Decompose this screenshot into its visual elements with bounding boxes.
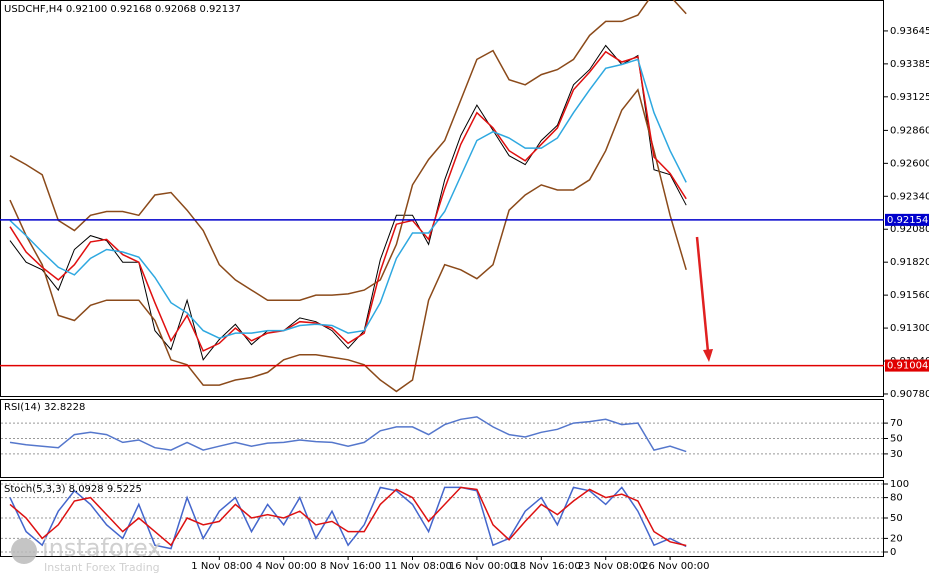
series-line	[9, 44, 687, 361]
series-group	[9, 0, 687, 393]
y-tick-label: 50	[890, 513, 903, 524]
series-line	[9, 486, 687, 547]
series-line	[9, 58, 687, 340]
series-line	[9, 50, 687, 352]
y-tick-label: 0.91300	[890, 323, 929, 334]
x-tick-label: 26 Nov 00:00	[642, 561, 709, 572]
stoch-panel	[0, 480, 884, 557]
watermark-slogan: Instant Forex Trading	[44, 561, 160, 574]
level-label-box	[885, 213, 929, 226]
level-label: 0.92154	[887, 215, 928, 226]
y-tick-label: 0.92340	[890, 191, 929, 202]
y-tick-label: 0.90780	[890, 389, 929, 400]
x-tick-label: 23 Nov 08:00	[578, 561, 645, 572]
level-label: 0.91004	[887, 361, 928, 372]
y-tick-label: 20	[890, 533, 903, 544]
x-tick-label: 11 Nov 08:00	[385, 561, 452, 572]
series-line	[9, 0, 687, 301]
y-tick-label: 80	[890, 493, 903, 504]
level-label-box	[885, 359, 929, 372]
y-tick-label: 100	[890, 479, 909, 490]
main-panel	[0, 0, 884, 397]
series-line	[9, 416, 687, 453]
rsi-panel	[0, 399, 884, 478]
y-tick-label: 30	[890, 449, 903, 460]
logo	[11, 538, 37, 564]
y-tick-label: 50	[890, 434, 903, 445]
arrow-head	[703, 349, 713, 362]
chart-title: USDCHF,H4 0.92100 0.92168 0.92068 0.9213…	[4, 4, 241, 15]
y-tick-label: 70	[890, 418, 903, 429]
x-tick-label: 8 Nov 16:00	[320, 561, 381, 572]
y-tick-label: 0.93385	[890, 59, 929, 70]
rsi-title: RSI(14) 32.8228	[4, 402, 85, 413]
y-tick-label: 0.92600	[890, 158, 929, 169]
series-group	[9, 416, 687, 453]
y-tick-label: 0.91820	[890, 257, 929, 268]
series-group	[9, 486, 687, 550]
y-tick-label: 0.92860	[890, 125, 929, 136]
x-tick-label: 1 Nov 08:00	[191, 561, 252, 572]
arrow	[695, 236, 710, 353]
watermark-brand: instaforex	[42, 534, 162, 562]
y-tick-label: 0	[890, 547, 896, 558]
x-tick-label: 18 Nov 16:00	[513, 561, 580, 572]
y-tick-label: 0.91560	[890, 290, 929, 301]
series-line	[9, 486, 687, 550]
x-tick-label: 4 Nov 00:00	[256, 561, 317, 572]
y-tick-label: 0.92080	[890, 224, 929, 235]
stoch-title: Stoch(5,3,3) 8.0928 9.5225	[4, 484, 142, 495]
y-tick-label: 0.93645	[890, 26, 929, 37]
series-line	[9, 88, 687, 393]
watermark: instaforex Instant Forex Trading	[11, 534, 162, 574]
y-tick-label: 0.93125	[890, 92, 929, 103]
x-tick-label: 16 Nov 00:00	[449, 561, 516, 572]
